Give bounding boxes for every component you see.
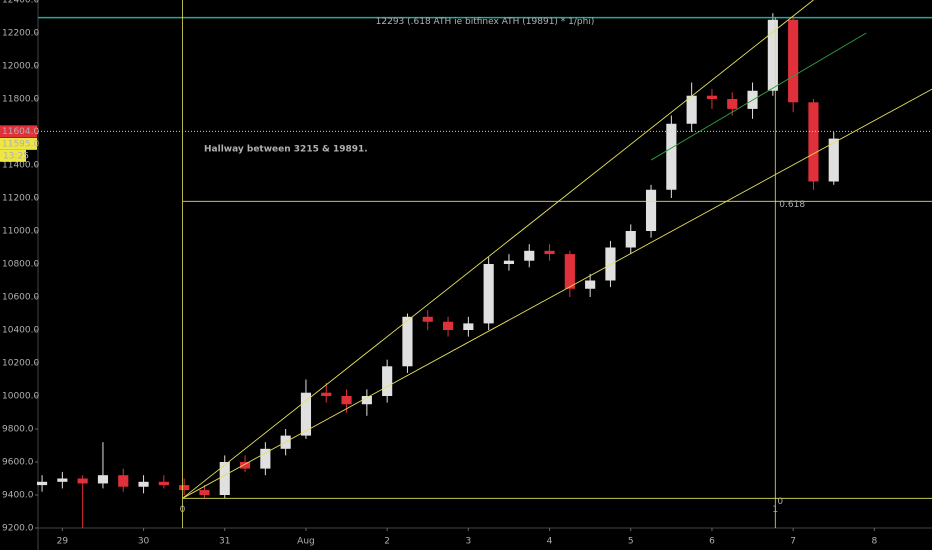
candle-body [463, 323, 474, 330]
trendline [182, 88, 932, 499]
candle-body [442, 321, 454, 330]
candle-body [361, 396, 372, 405]
candle-body [645, 189, 657, 231]
fib-label: 0 [777, 497, 783, 507]
fib-label: 0.618 [779, 200, 805, 210]
candle-body [77, 478, 88, 484]
fib-label: 1 [772, 505, 778, 515]
y-tick-label: 12400.0 [2, 0, 39, 6]
candle-body [260, 448, 271, 469]
y-tick-label: 11400.0 [2, 161, 39, 171]
candle-body [219, 462, 230, 495]
countdown-tag [0, 149, 26, 162]
candle-body [382, 366, 393, 396]
y-tick-label: 10800.0 [2, 260, 39, 270]
candle-body [341, 396, 352, 405]
price-tag-label: 11604.0 [2, 127, 39, 137]
x-tick-label: 8 [871, 537, 877, 547]
y-tick-label: 9200.0 [2, 524, 34, 534]
y-tick-label: 11800.0 [2, 95, 39, 105]
price-tag [0, 137, 37, 150]
candle-body [118, 475, 129, 487]
candle-body [300, 392, 312, 436]
candle-body [97, 475, 109, 484]
candle-body [138, 481, 149, 487]
candle-body [36, 481, 48, 486]
candle-body [605, 247, 616, 281]
candle-body [199, 490, 210, 495]
y-tick-label: 10200.0 [2, 359, 39, 369]
y-tick-label: 9800.0 [2, 425, 34, 435]
fib-label: 0 [180, 505, 186, 515]
x-tick-label: Aug [297, 537, 315, 547]
y-tick-label: 10600.0 [2, 293, 39, 303]
candle-body [686, 95, 697, 124]
candle-body [239, 462, 251, 469]
x-tick-label: 30 [138, 537, 150, 547]
halfway-note: Hallway between 3215 & 19891. [204, 145, 368, 155]
candle-body [158, 481, 169, 486]
candle-body [788, 19, 799, 103]
price-tag-label: 11595.0 [2, 139, 39, 149]
candle-body [666, 123, 677, 190]
x-tick-label: 2 [384, 537, 390, 547]
y-tick-label: 10400.0 [2, 326, 39, 336]
x-tick-label: 5 [628, 537, 634, 547]
x-tick-label: 6 [709, 537, 715, 547]
y-tick-label: 10000.0 [2, 392, 39, 402]
price-tag [0, 125, 37, 138]
y-tick-label: 12200.0 [2, 29, 39, 39]
x-tick-label: 29 [57, 537, 69, 547]
x-tick-label: 3 [465, 537, 471, 547]
candle-body [402, 316, 413, 367]
candle-body [179, 485, 190, 491]
y-tick-label: 9400.0 [2, 491, 34, 501]
resistance-label: 12293 (.618 ATH ie bitfinex ATH (19891) … [376, 17, 595, 27]
y-tick-label: 12000.0 [2, 62, 39, 72]
x-tick-label: 7 [790, 537, 796, 547]
trendline [182, 0, 814, 499]
y-tick-label: 11200.0 [2, 194, 39, 204]
countdown-label: 13:25 [3, 151, 29, 161]
x-tick-label: 31 [219, 537, 230, 547]
y-tick-label: 11000.0 [2, 227, 39, 237]
candle-body [483, 264, 494, 324]
candle-body [544, 250, 555, 255]
trendline [650, 32, 867, 161]
candle-body [524, 250, 535, 261]
candle-body [503, 260, 515, 264]
candle-body [585, 280, 596, 289]
candle-body [422, 316, 433, 322]
candle-body [828, 138, 839, 182]
candle-body [625, 231, 636, 248]
candle-body [321, 392, 332, 396]
x-tick-label: 4 [547, 537, 553, 547]
candle-body [767, 19, 778, 91]
candle-body [727, 99, 738, 109]
candle-body [57, 478, 68, 482]
candle-body [564, 254, 575, 289]
candle-body [808, 102, 819, 182]
y-tick-label: 9600.0 [2, 458, 34, 468]
candle-body [706, 95, 718, 99]
